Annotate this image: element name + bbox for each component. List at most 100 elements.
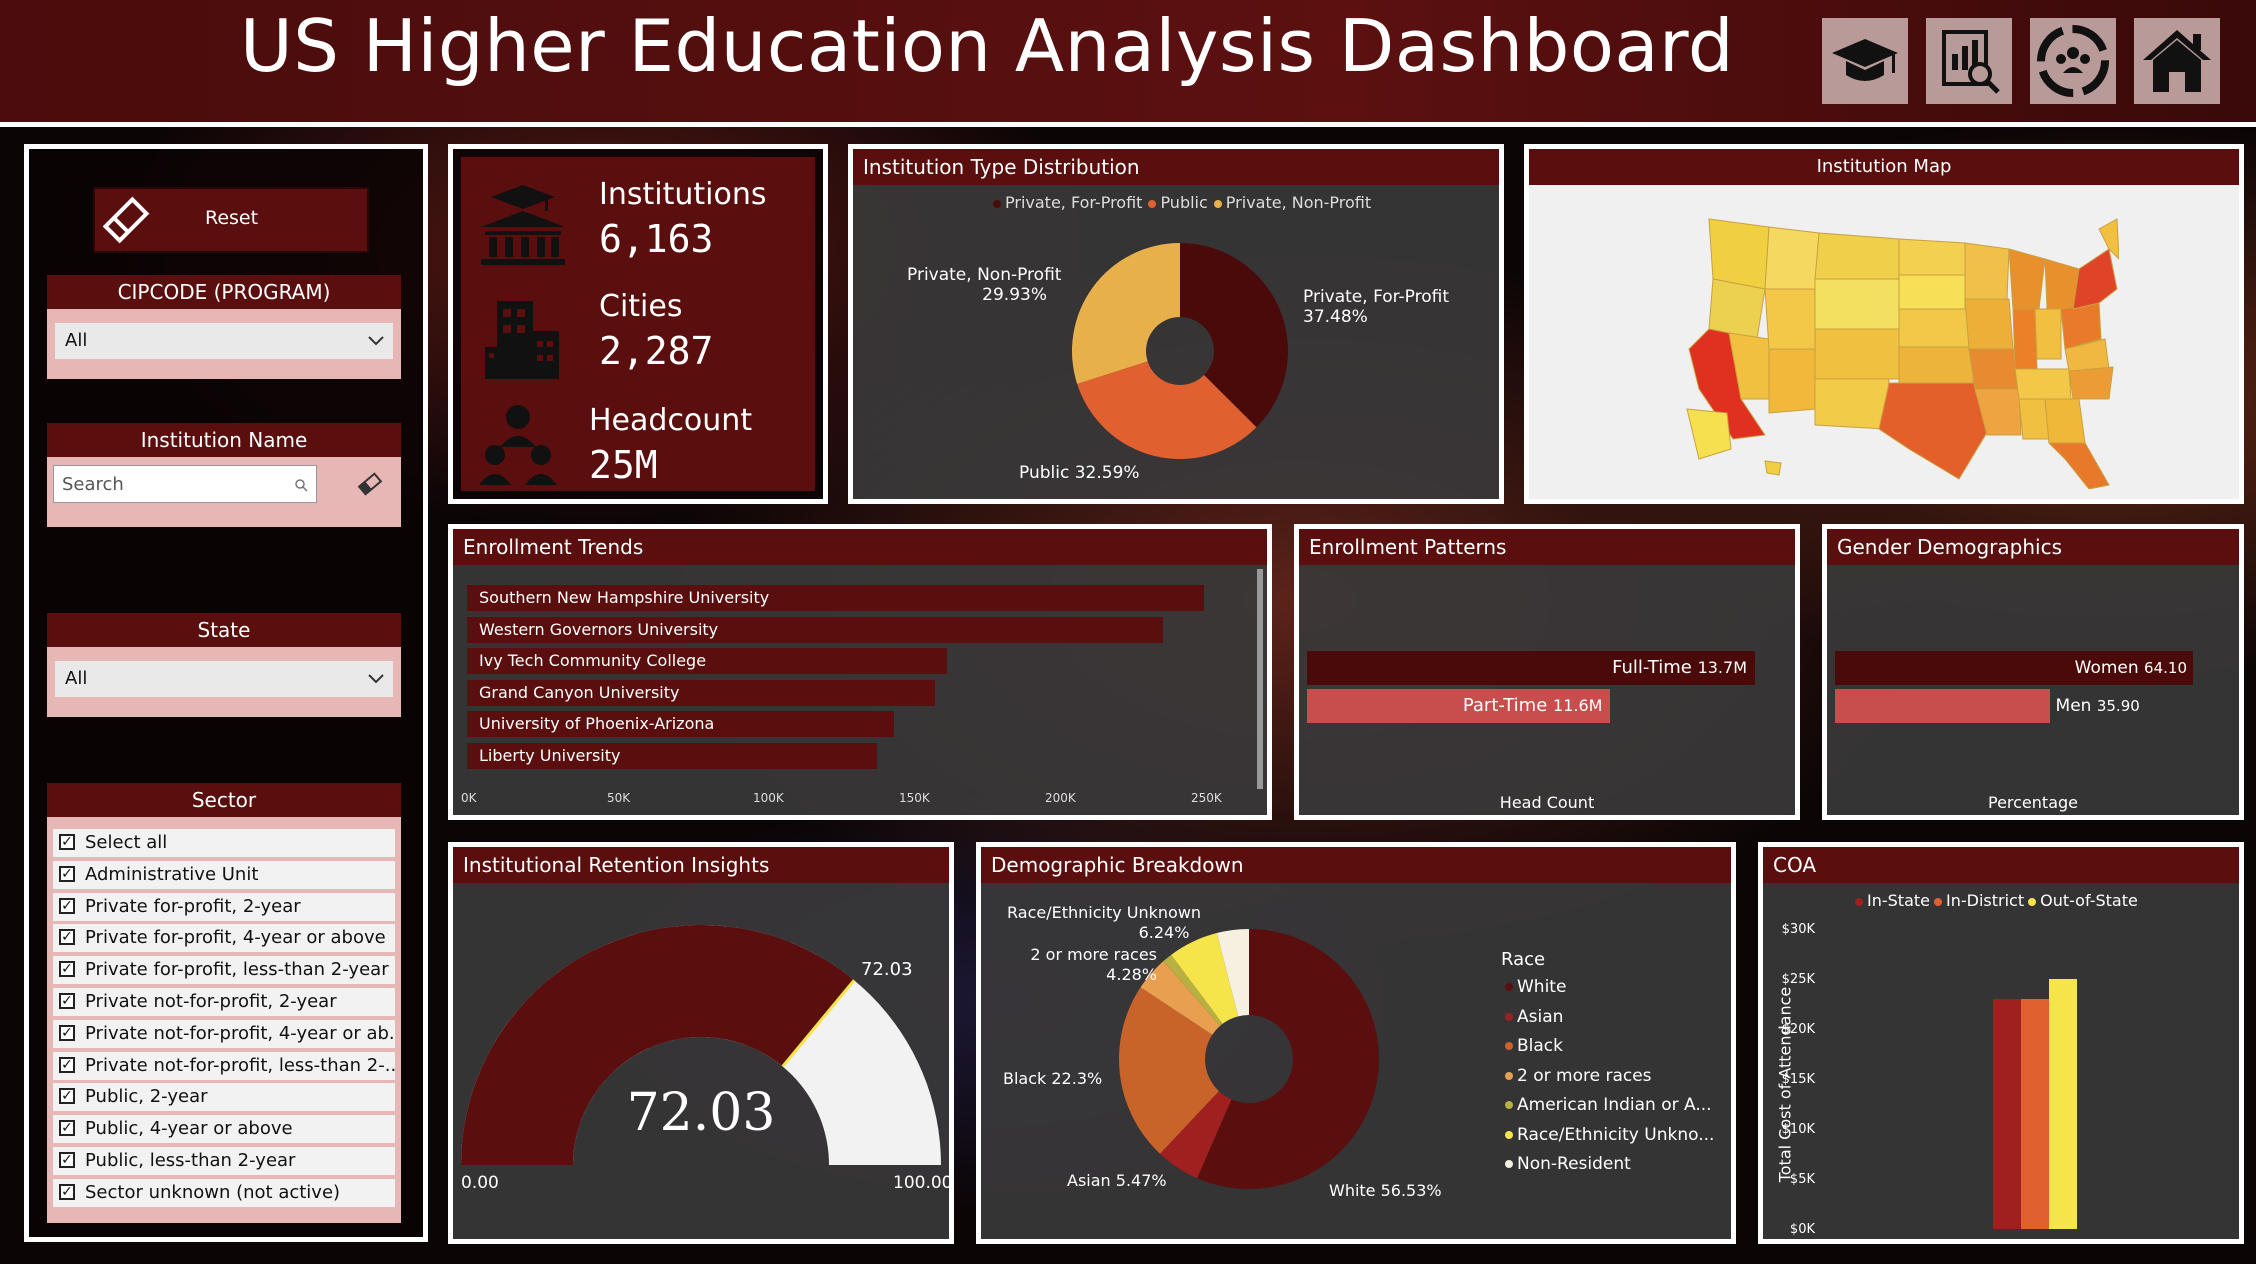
checkbox-checked-icon[interactable]: ✓	[59, 865, 75, 882]
institution-name-slicer: Institution Name Search	[47, 423, 401, 527]
race-legend-item[interactable]: Non-Resident	[1505, 1150, 1714, 1180]
pie-slice[interactable]	[1180, 243, 1288, 428]
race-legend-item[interactable]: Race/Ethnicity Unkno...	[1505, 1121, 1714, 1151]
sector-option[interactable]: ✓ Private for-profit, 4-year or above	[53, 924, 395, 953]
sector-option[interactable]: ✓ Private not-for-profit, less-than 2-...	[53, 1051, 395, 1080]
sector-option[interactable]: ✓ Public, 2-year	[53, 1083, 395, 1112]
cipcode-slicer-title: CIPCODE (PROGRAM)	[47, 275, 401, 309]
donut-slice[interactable]	[1160, 1091, 1232, 1179]
enrollment-bar[interactable]: Ivy Tech Community College	[467, 648, 947, 674]
for-profit-label: Private, For-Profit 37.48%	[1303, 287, 1449, 327]
checkbox-checked-icon[interactable]: ✓	[59, 993, 75, 1009]
state-slicer: State All	[47, 613, 401, 717]
legend-dot-icon	[1505, 1012, 1513, 1021]
legend-item[interactable]: Private, Non-Profit	[1213, 193, 1372, 212]
demographic-panel: Demographic Breakdown Race/Ethnicity Unk…	[976, 842, 1736, 1244]
legend-dot-icon	[1213, 199, 1222, 208]
sector-option[interactable]: ✓ Public, less-than 2-year	[53, 1147, 395, 1175]
sector-option[interactable]: ✓ Private for-profit, less-than 2-year	[53, 956, 395, 985]
sector-option[interactable]: ✓ Public, 4-year or above	[53, 1115, 395, 1144]
sector-option[interactable]: ✓ Private not-for-profit, 4-year or ab...	[53, 1019, 395, 1048]
checkbox-checked-icon[interactable]: ✓	[59, 1024, 75, 1041]
sector-option[interactable]: ✓ Private not-for-profit, 2-year	[53, 988, 395, 1016]
chevron-down-icon	[368, 674, 384, 684]
checkbox-checked-icon[interactable]: ✓	[59, 1088, 75, 1105]
coa-legend-item[interactable]: Out-of-State	[2028, 891, 2138, 910]
legend-dot-icon	[1855, 897, 1863, 906]
sector-option[interactable]: ✓ Private for-profit, 2-year	[53, 892, 395, 921]
pie-slice[interactable]	[1077, 361, 1257, 460]
donut-slice[interactable]	[1171, 933, 1239, 1024]
cities-label: Cities	[599, 289, 683, 324]
coa-legend: In-State In-District Out-of-State	[1855, 891, 2142, 910]
sector-slicer: Sector ✓ Select all ✓ Administrative Unit ✓ P…	[47, 783, 401, 1223]
checkbox-checked-icon[interactable]: ✓	[59, 961, 75, 978]
race-legend-item[interactable]: 2 or more races	[1505, 1062, 1714, 1092]
enrollment-bar[interactable]: Western Governors University	[467, 616, 1164, 643]
for-profit-pct: 37.48%	[1303, 307, 1368, 327]
legend-dot-icon	[1505, 983, 1513, 991]
coa-legend-item[interactable]: In-District	[1933, 891, 2024, 910]
coa-legend-label: In-State	[1867, 891, 1930, 910]
sector-option-label: Private not-for-profit, 2-year	[85, 991, 337, 1012]
parttime-bar[interactable]: Part-Time 11.6M	[1307, 689, 1611, 723]
state-dropdown[interactable]: All	[55, 661, 393, 697]
reset-button[interactable]: Reset	[93, 187, 369, 253]
clear-search-icon[interactable]	[353, 469, 387, 499]
retention-panel: Institutional Retention Insights 72.03 7…	[448, 842, 954, 1244]
us-choropleth-map[interactable]	[1669, 199, 2119, 489]
checkbox-checked-icon[interactable]: ✓	[59, 897, 75, 914]
report-search-icon[interactable]	[1926, 18, 2012, 104]
legend-item[interactable]: Public	[1148, 193, 1208, 212]
coa-bar[interactable]	[2021, 999, 2049, 1229]
checkbox-checked-icon[interactable]: ✓	[59, 1120, 75, 1137]
checkbox-checked-icon[interactable]: ✓	[59, 1183, 75, 1200]
enrollment-bar[interactable]: University of Phoenix-Arizona	[467, 711, 895, 737]
race-legend-item[interactable]: American Indian or A...	[1505, 1091, 1714, 1121]
men-value: 35.90	[2096, 697, 2140, 715]
donut-slice[interactable]	[1140, 961, 1221, 1035]
graduation-cap-icon[interactable]	[1822, 18, 1908, 104]
sector-option-label: Private not-for-profit, 4-year or ab...	[85, 1022, 395, 1044]
donut-slice[interactable]	[1216, 929, 1249, 1017]
cipcode-dropdown[interactable]: All	[55, 323, 393, 359]
legend-item[interactable]: Private, For-Profit	[993, 193, 1142, 212]
legend-label: Private, Non-Profit	[1225, 193, 1372, 212]
enrollment-trends-scrollbar[interactable]	[1257, 569, 1263, 789]
women-bar[interactable]: Women 64.10	[1835, 651, 2193, 685]
demographics-icon[interactable]	[2030, 18, 2116, 104]
home-icon[interactable]	[2134, 18, 2220, 104]
donut-slice[interactable]	[1197, 929, 1379, 1189]
coa-legend-item[interactable]: In-State	[1855, 891, 1930, 910]
checkbox-checked-icon[interactable]: ✓	[59, 1056, 75, 1073]
pie-slice[interactable]	[1072, 243, 1180, 384]
sector-option[interactable]: ✓ Administrative Unit	[53, 860, 395, 889]
x-tick-label: 150K	[899, 791, 930, 805]
fulltime-bar[interactable]: Full-Time 13.7M	[1307, 651, 1755, 685]
checkbox-checked-icon[interactable]: ✓	[59, 1152, 75, 1168]
institution-search-input[interactable]: Search	[53, 465, 317, 503]
retention-min-label: 0.00	[461, 1173, 499, 1193]
gender-panel: Gender Demographics Women 64.10 Men 35.9…	[1822, 524, 2244, 820]
y-tick-label: $5K	[1790, 1172, 1816, 1187]
demographic-title: Demographic Breakdown	[981, 847, 1731, 883]
coa-bar[interactable]	[2049, 979, 2077, 1229]
race-legend-item[interactable]: Asian	[1505, 1003, 1714, 1033]
donut-slice[interactable]	[1163, 954, 1223, 1026]
checkbox-checked-icon[interactable]: ✓	[59, 834, 75, 850]
race-legend-item[interactable]: Black	[1505, 1032, 1714, 1062]
sector-option[interactable]: ✓ Select all	[53, 829, 395, 857]
donut-slice[interactable]	[1119, 987, 1219, 1154]
enrollment-bar[interactable]: Grand Canyon University	[467, 679, 936, 706]
race-legend-item[interactable]: White	[1505, 973, 1714, 1003]
gauge-fill[interactable]	[461, 924, 855, 1165]
enrollment-bar[interactable]: Liberty University	[467, 742, 877, 769]
retention-marker-label: 72.03	[861, 959, 913, 980]
sector-option-label: Public, less-than 2-year	[85, 1150, 296, 1171]
sector-option[interactable]: ✓ Sector unknown (not active)	[53, 1178, 395, 1207]
men-bar[interactable]: Men 35.90	[1835, 689, 2140, 723]
enrollment-bar[interactable]: Southern New Hampshire University	[467, 585, 1205, 611]
coa-bar[interactable]	[1993, 999, 2021, 1229]
enrollment-trends-axis: 0K 50K 100K 150K 200K 250K	[453, 791, 1267, 807]
checkbox-checked-icon[interactable]: ✓	[59, 929, 75, 946]
